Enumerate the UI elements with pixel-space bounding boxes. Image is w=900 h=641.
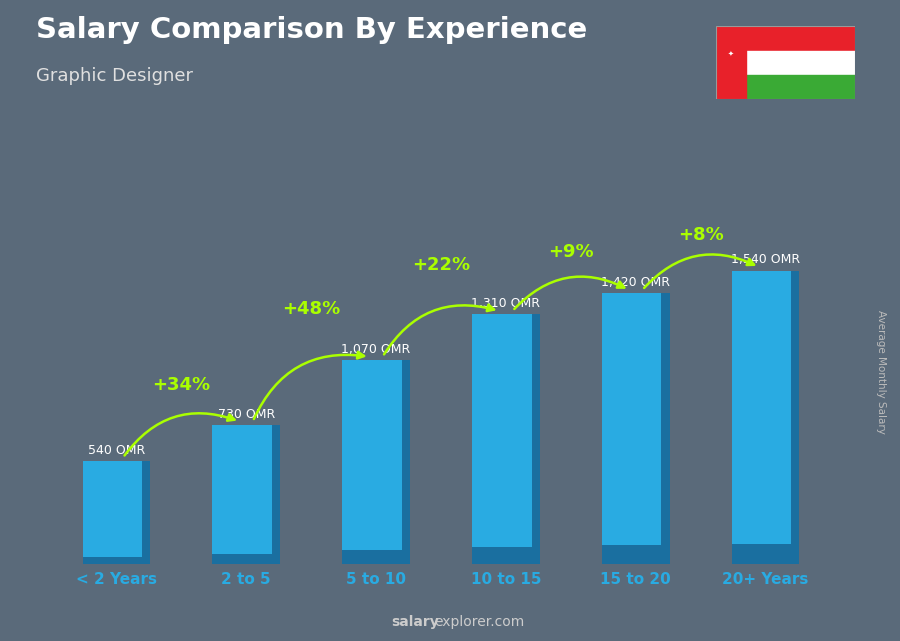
Bar	[472, 547, 540, 564]
Bar	[791, 271, 799, 564]
Bar	[746, 75, 855, 99]
Bar	[732, 271, 799, 564]
Bar	[272, 425, 280, 564]
Text: +22%: +22%	[412, 256, 470, 274]
Bar	[401, 360, 410, 564]
Text: +34%: +34%	[152, 376, 211, 394]
Text: ✦: ✦	[728, 51, 733, 56]
Bar	[532, 315, 540, 564]
Bar	[212, 554, 280, 564]
Bar	[732, 544, 799, 564]
Bar	[746, 51, 855, 75]
Bar	[83, 461, 150, 564]
Text: +9%: +9%	[548, 243, 594, 261]
Text: +8%: +8%	[678, 226, 724, 244]
Text: 1,420 OMR: 1,420 OMR	[601, 276, 670, 289]
Text: Graphic Designer: Graphic Designer	[36, 67, 193, 85]
Bar	[342, 550, 410, 564]
Bar	[662, 294, 670, 564]
Bar	[602, 545, 670, 564]
Bar	[212, 425, 280, 564]
Bar	[746, 26, 855, 51]
Text: 1,310 OMR: 1,310 OMR	[472, 297, 540, 310]
Text: salary: salary	[392, 615, 439, 629]
Text: +48%: +48%	[282, 300, 340, 318]
Text: 540 OMR: 540 OMR	[88, 444, 145, 457]
Text: Average Monthly Salary: Average Monthly Salary	[877, 310, 886, 434]
Text: 1,540 OMR: 1,540 OMR	[731, 253, 800, 267]
Bar	[716, 26, 746, 99]
Text: 730 OMR: 730 OMR	[218, 408, 274, 420]
Bar	[472, 315, 540, 564]
Bar	[342, 360, 410, 564]
Bar	[83, 557, 150, 564]
Bar	[142, 461, 150, 564]
Text: Salary Comparison By Experience: Salary Comparison By Experience	[36, 16, 587, 44]
Bar	[602, 294, 670, 564]
Text: explorer.com: explorer.com	[435, 615, 525, 629]
Text: 1,070 OMR: 1,070 OMR	[341, 343, 410, 356]
